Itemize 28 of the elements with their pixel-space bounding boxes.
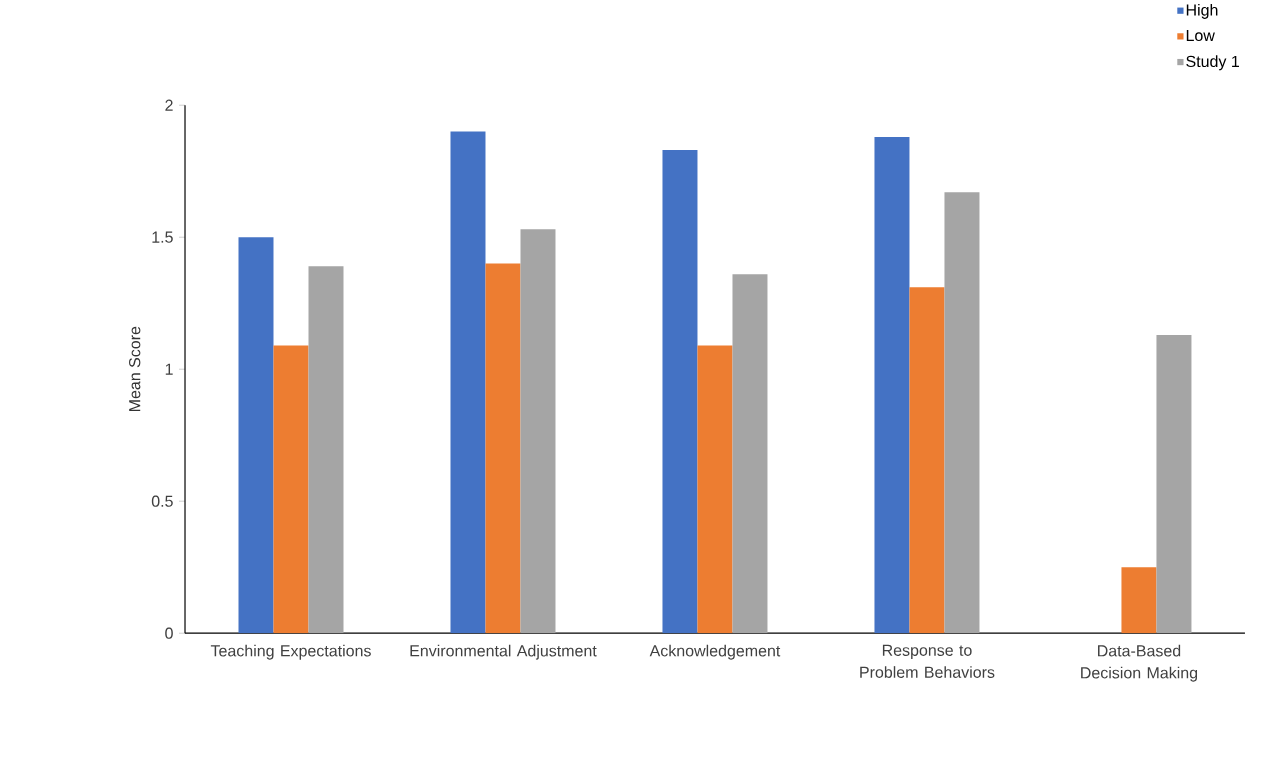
bar <box>1121 567 1157 634</box>
x-tick-label: Data-Based Decision Making <box>1081 644 1198 682</box>
bar <box>944 192 980 634</box>
bar <box>485 263 521 634</box>
bar <box>238 237 274 634</box>
bar <box>273 345 309 634</box>
y-tick-label: 0.5 <box>151 495 173 507</box>
y-tick-label: 0 <box>165 627 173 639</box>
bar <box>909 287 945 634</box>
y-axis-title: Mean Score <box>129 326 141 411</box>
bar <box>520 229 556 634</box>
y-tick-label: 1 <box>165 363 173 375</box>
bar <box>1156 334 1192 634</box>
x-tick-label: Response to Problem Behaviors <box>860 644 995 678</box>
x-tick-label: Environmental Adjustment <box>410 644 597 660</box>
x-tick-label: Acknowledgement <box>649 644 781 660</box>
bar <box>732 274 768 634</box>
y-tick-label: 1.5 <box>152 231 173 243</box>
bar <box>874 136 910 634</box>
y-tick-label: 2 <box>165 99 173 111</box>
bar <box>662 149 698 634</box>
bar <box>308 266 344 634</box>
legend-label: Low <box>1186 29 1215 42</box>
x-tick-label: Teaching Expectations <box>210 644 371 660</box>
legend-label: Study 1 <box>1186 55 1239 71</box>
bar <box>450 131 486 634</box>
bar <box>697 345 733 634</box>
legend-label: High <box>1186 3 1218 19</box>
